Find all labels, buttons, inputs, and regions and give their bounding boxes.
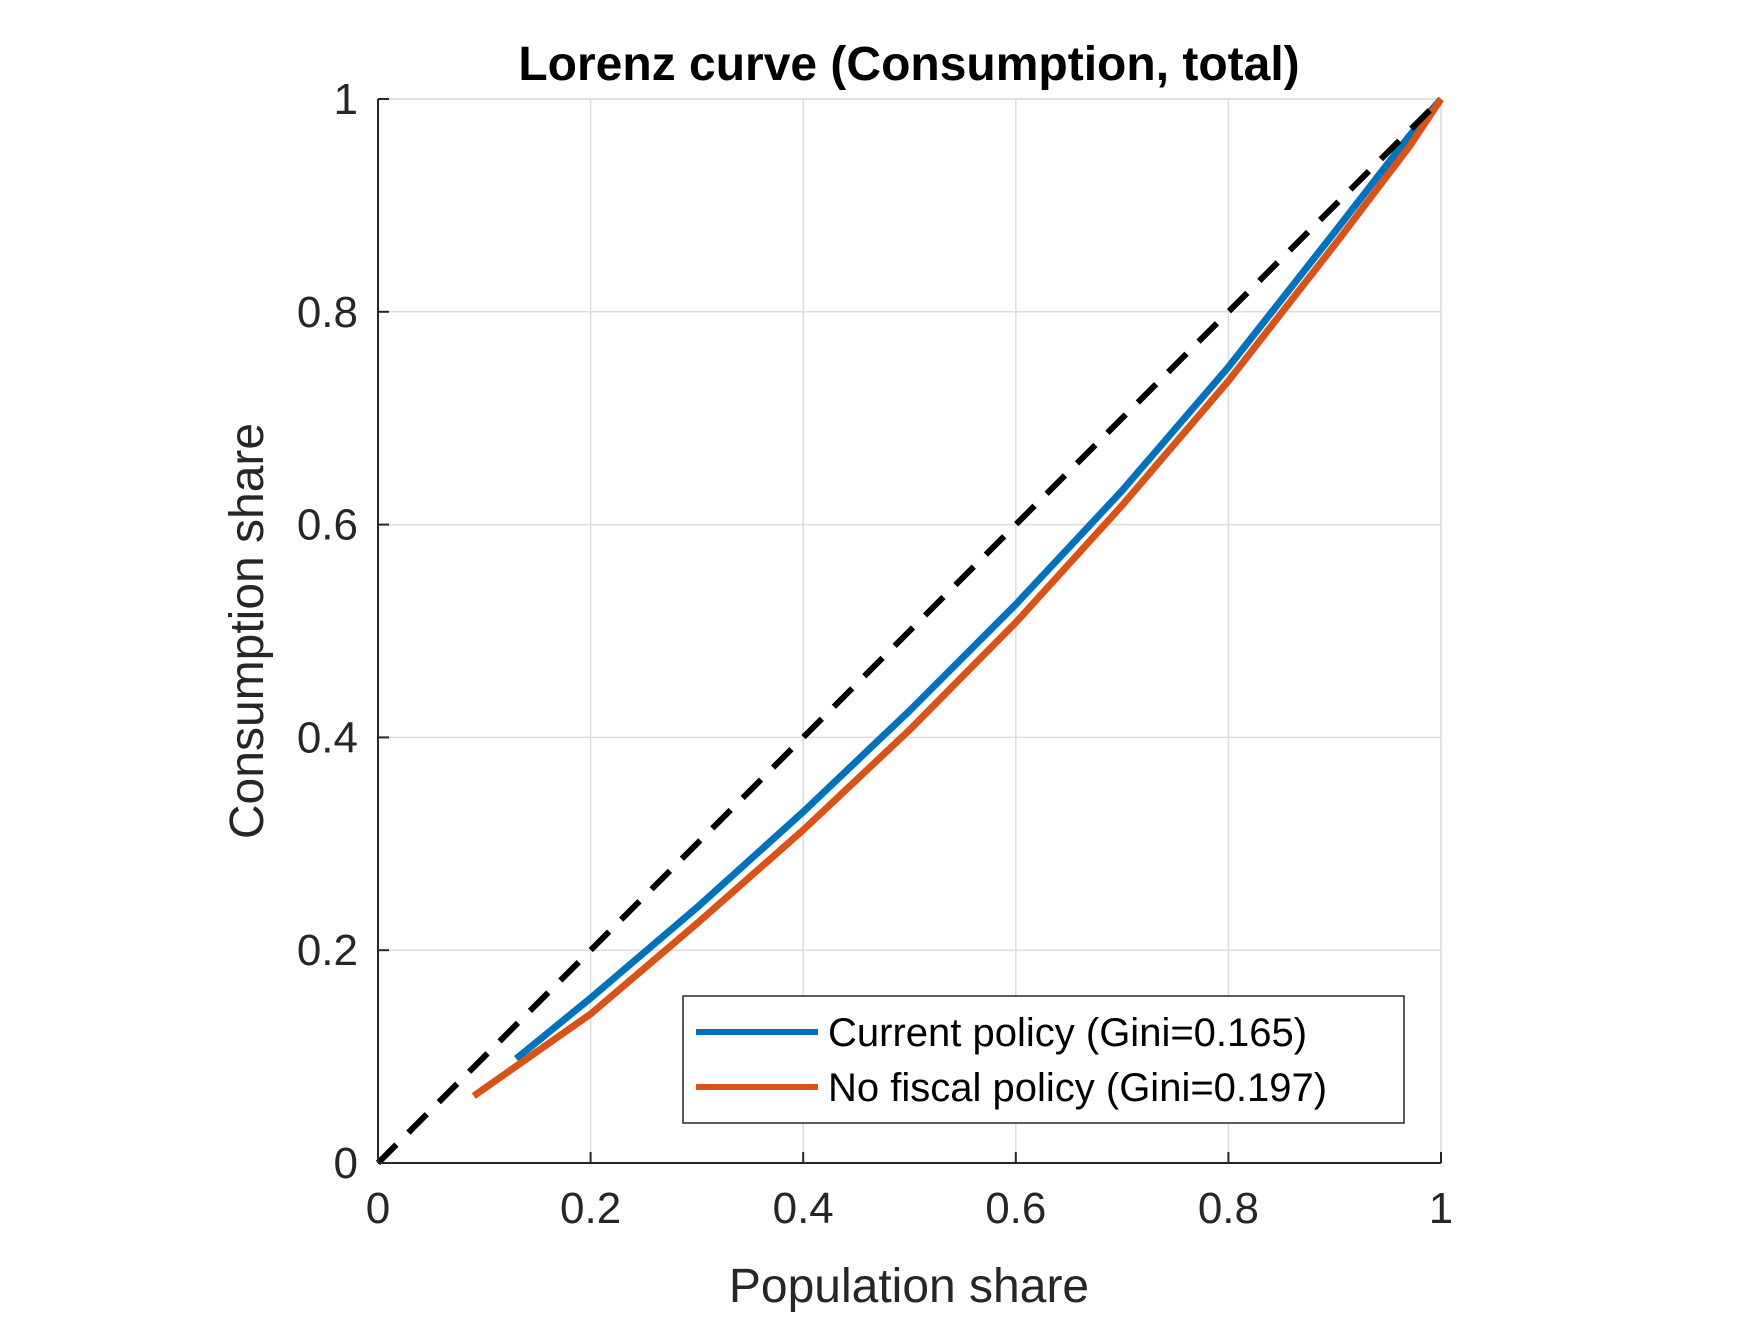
chart-title: Lorenz curve (Consumption, total): [518, 38, 1299, 91]
x-tick-label: 0.2: [560, 1184, 621, 1233]
axis-ticks: 0 0.2 0.4 0.6 0.8 1 0 0.2 0.4 0.6 0.8 1: [297, 75, 1453, 1233]
x-tick-label: 0.4: [773, 1184, 834, 1233]
series-lines: [375, 96, 1444, 1166]
legend: Current policy (Gini=0.165) No fiscal po…: [682, 995, 1405, 1124]
series-line-no-fiscal-policy: [471, 97, 1444, 1099]
equality-line: [375, 96, 1444, 1166]
legend-label-no-fiscal-policy: No fiscal policy (Gini=0.197): [828, 1066, 1327, 1110]
x-tick-label: 0.6: [985, 1184, 1046, 1233]
y-tick-label: 0.8: [297, 288, 358, 337]
x-tick-label: 1: [1429, 1184, 1453, 1233]
x-axis-label: Population share: [729, 1260, 1089, 1313]
y-tick-label: 0.6: [297, 501, 358, 550]
y-tick-label: 1: [334, 75, 358, 124]
y-tick-label: 0.4: [297, 713, 358, 762]
x-tick-label: 0: [366, 1184, 390, 1233]
y-axis-label: Consumption share: [221, 423, 274, 839]
y-tick-label: 0.2: [297, 926, 358, 975]
series-line-current-policy: [513, 96, 1444, 1062]
legend-box: [682, 995, 1405, 1124]
legend-label-current-policy: Current policy (Gini=0.165): [828, 1011, 1307, 1055]
x-tick-label: 0.8: [1198, 1184, 1259, 1233]
y-tick-label: 0: [334, 1139, 358, 1188]
grid-lines: [378, 98, 1442, 1163]
